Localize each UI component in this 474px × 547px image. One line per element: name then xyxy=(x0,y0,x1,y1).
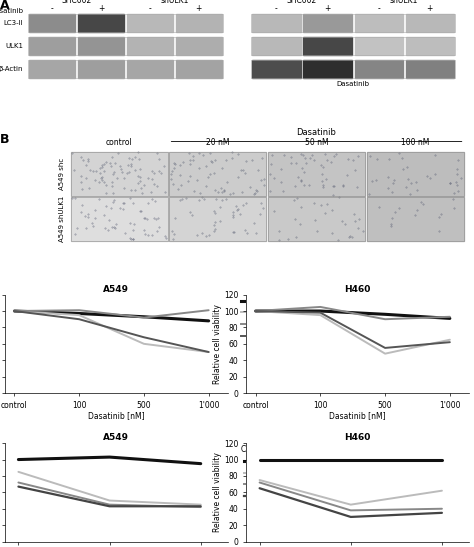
Bar xyxy=(71,197,167,241)
Text: -: - xyxy=(275,4,278,13)
Text: H460: H460 xyxy=(340,0,366,1)
Text: 100 nM: 100 nM xyxy=(401,138,429,147)
Bar xyxy=(303,60,352,78)
Bar xyxy=(28,37,223,55)
Bar xyxy=(367,197,464,241)
Bar xyxy=(367,152,464,196)
Bar xyxy=(268,197,365,241)
Legend: 0 uM, 5 uM, 10 uM, 20 uM: 0 uM, 5 uM, 10 uM, 20 uM xyxy=(241,445,287,501)
Bar xyxy=(176,14,222,32)
Bar xyxy=(251,37,456,55)
Bar xyxy=(169,197,266,241)
Bar xyxy=(251,60,456,78)
Bar xyxy=(367,197,464,241)
Bar xyxy=(252,60,301,78)
Bar xyxy=(71,197,167,241)
Bar xyxy=(78,14,124,32)
Text: ULK1: ULK1 xyxy=(5,43,23,49)
Text: control: control xyxy=(106,138,133,147)
Text: A549 shULK1: A549 shULK1 xyxy=(59,195,65,242)
Bar xyxy=(169,152,266,196)
Text: Dasatinib: Dasatinib xyxy=(297,128,337,137)
Text: +: + xyxy=(98,4,104,13)
Bar xyxy=(169,197,266,241)
Bar xyxy=(71,152,167,196)
Bar xyxy=(127,37,173,55)
Bar xyxy=(355,37,403,55)
Text: 50 nM: 50 nM xyxy=(305,138,328,147)
Bar xyxy=(29,37,75,55)
Bar xyxy=(268,152,365,196)
Bar xyxy=(71,152,167,196)
Bar xyxy=(127,60,173,78)
Bar xyxy=(303,14,352,32)
Y-axis label: Relative cell viability: Relative cell viability xyxy=(213,452,222,532)
Bar xyxy=(29,14,75,32)
Text: A549: A549 xyxy=(112,0,138,1)
X-axis label: Dasatinib [nM]: Dasatinib [nM] xyxy=(329,411,386,420)
Bar xyxy=(355,14,403,32)
Text: +: + xyxy=(195,4,202,13)
X-axis label: Dasatinib [nM]: Dasatinib [nM] xyxy=(88,411,145,420)
Text: -: - xyxy=(148,4,151,13)
Text: Dasatinib: Dasatinib xyxy=(0,8,23,14)
Bar xyxy=(406,14,454,32)
Text: shULK1: shULK1 xyxy=(160,0,189,5)
Text: Dasatinib: Dasatinib xyxy=(337,81,370,87)
Text: A: A xyxy=(0,0,10,12)
Text: SHC002: SHC002 xyxy=(287,0,317,5)
Text: +: + xyxy=(427,4,433,13)
Bar xyxy=(28,14,223,32)
Bar xyxy=(252,14,301,32)
Title: A549: A549 xyxy=(103,433,129,443)
Bar xyxy=(169,152,266,196)
Bar xyxy=(406,60,454,78)
Bar xyxy=(268,152,365,196)
Title: H460: H460 xyxy=(345,433,371,443)
Bar xyxy=(268,197,365,241)
Title: A549: A549 xyxy=(103,285,129,294)
Title: H460: H460 xyxy=(345,285,371,294)
Bar xyxy=(303,37,352,55)
Text: -: - xyxy=(51,4,54,13)
Text: SHC002: SHC002 xyxy=(62,0,92,5)
Bar xyxy=(78,60,124,78)
Bar xyxy=(176,60,222,78)
Text: 20 nM: 20 nM xyxy=(206,138,229,147)
Bar xyxy=(28,60,223,78)
Text: A549 shc: A549 shc xyxy=(59,158,65,190)
Bar xyxy=(355,60,403,78)
Bar xyxy=(367,152,464,196)
Text: shULK1: shULK1 xyxy=(390,0,419,5)
Text: -: - xyxy=(377,4,380,13)
Bar xyxy=(252,37,301,55)
Text: LC3-II: LC3-II xyxy=(4,20,23,26)
Bar xyxy=(251,14,456,32)
Y-axis label: Relative cell viability: Relative cell viability xyxy=(213,304,222,384)
Bar xyxy=(78,37,124,55)
Bar xyxy=(29,60,75,78)
Bar xyxy=(406,37,454,55)
Text: β-Actin: β-Actin xyxy=(0,66,23,72)
Bar xyxy=(127,14,173,32)
Legend: A549 shc, A549 shULK1, A549 shULK2, A549 shULK1+2: A549 shc, A549 shULK1, A549 shULK2, A549… xyxy=(241,296,319,340)
Text: B: B xyxy=(0,133,9,146)
Text: +: + xyxy=(324,4,331,13)
Bar xyxy=(176,37,222,55)
